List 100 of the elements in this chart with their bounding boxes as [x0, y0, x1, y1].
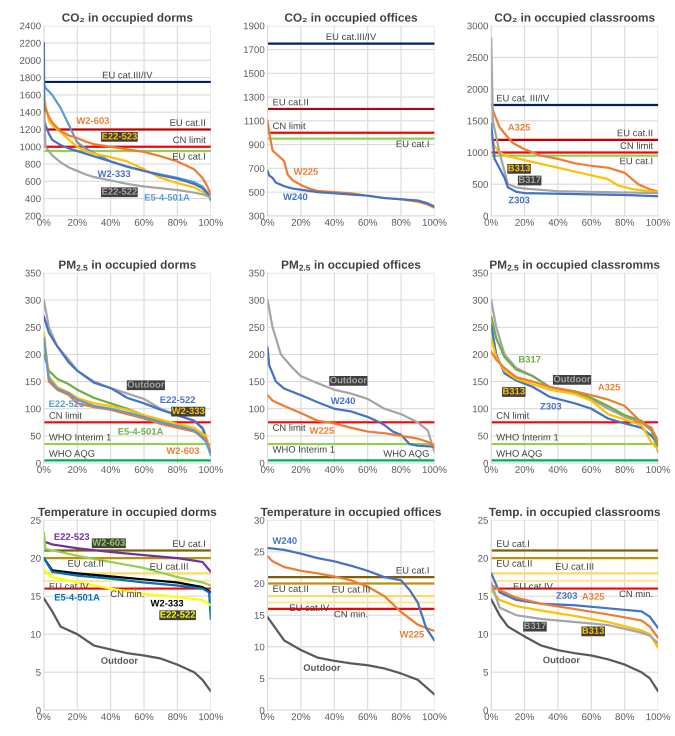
y-tick-label: 500 [248, 188, 264, 196]
y-tick-label: 300 [248, 296, 264, 304]
line-series [491, 37, 658, 194]
ref-line-label: WHO AQG [383, 450, 429, 459]
x-tick-label: 40% [548, 713, 568, 720]
y-tick-label: 700 [249, 165, 264, 172]
x-tick-label: 40% [324, 713, 344, 720]
x-tick-label: 80% [168, 713, 187, 720]
ref-line-label: CN min. [619, 590, 652, 598]
x-tick-label: 20% [68, 218, 87, 226]
x-tick-label: 0% [37, 713, 51, 720]
series-label: Outdoor [128, 380, 164, 388]
x-tick-label: 80% [392, 218, 410, 226]
y-tick-label: 350 [248, 270, 264, 277]
y-tick-label: 900 [249, 141, 264, 148]
ref-line-label: WHO Interim 1 [496, 434, 558, 441]
ref-line-label: EU cat.III [332, 586, 370, 593]
x-tick-label: 60% [358, 218, 378, 226]
x-tick-label: 60% [582, 466, 601, 473]
y-tick-label: 1000 [468, 149, 488, 156]
line-series [491, 350, 658, 442]
series-label: B313 [582, 627, 604, 634]
x-tick-label: 20% [292, 218, 310, 226]
ref-line-label: EU cat.II [273, 98, 308, 106]
x-tick-label: 100% [646, 713, 670, 720]
y-tick-label: 15 [31, 592, 41, 600]
x-tick-label: 80% [615, 218, 634, 226]
ref-line-label: EU cat.I [396, 567, 429, 574]
y-tick-label: 1500 [468, 118, 488, 124]
y-tick-label: 1700 [244, 46, 264, 54]
ref-line-label: CN limit [273, 424, 306, 431]
line-series [491, 122, 658, 198]
chart-title: Temperature in occupied dorms [38, 507, 216, 518]
line-series [268, 616, 434, 696]
line-series [491, 598, 658, 692]
series-label: B317 [524, 622, 546, 630]
x-tick-label: 60% [358, 466, 378, 473]
y-tick-label: 1900 [244, 22, 264, 30]
y-tick-label: 2000 [467, 86, 488, 93]
chart-title: PM$_{2.5}$ in occupied dorms [59, 260, 196, 272]
ref-line-label: EU cat.I [172, 153, 205, 160]
ref-line-label: CN limit [496, 412, 530, 419]
ref-line-label: EU cat.III/IV [102, 71, 152, 78]
x-tick-label: 20% [515, 218, 534, 226]
y-tick-label: 0 [260, 460, 264, 467]
series-label: E22-523 [102, 132, 137, 140]
y-tick-label: 300 [248, 212, 264, 220]
line-series [44, 42, 211, 200]
x-tick-label: 40% [548, 466, 568, 473]
y-tick-label: 5 [483, 669, 488, 676]
ref-line-label: WHO AQG [48, 450, 94, 459]
y-tick-label: 1500 [244, 70, 264, 77]
y-tick-label: 20 [254, 580, 264, 588]
y-tick-label: 2000 [20, 57, 41, 64]
x-tick-label: 60% [582, 713, 601, 720]
series-label: E22-522 [102, 188, 137, 195]
ref-line-label: EU cat.II [618, 130, 652, 136]
line-series [44, 540, 211, 573]
y-tick-label: 100 [472, 405, 488, 412]
series-label: A325 [582, 593, 604, 600]
x-tick-label: 80% [615, 713, 634, 720]
x-tick-label: 100% [422, 466, 447, 473]
y-tick-label: 30 [254, 516, 264, 524]
ref-line-label: EU cat. III/IV [496, 94, 550, 102]
x-tick-label: 0% [484, 713, 498, 720]
y-tick-label: 300 [25, 296, 41, 304]
y-tick-label: 250 [472, 324, 488, 331]
chart-title: Temp. in occupied classrooms [488, 507, 660, 518]
y-tick-label: 1300 [244, 94, 264, 101]
series-label: E5-4-501A [54, 594, 100, 601]
x-tick-label: 0% [484, 466, 498, 473]
ref-line-label: EU cat.I [620, 158, 652, 164]
y-tick-label: 1600 [20, 92, 41, 99]
y-tick-label: 0 [36, 460, 41, 467]
chart-title: PM$_{2.5}$ in occupied classromms [490, 260, 660, 272]
x-tick-label: 40% [324, 466, 344, 473]
x-tick-label: 100% [422, 218, 447, 226]
series-label: Outdoor [554, 375, 590, 382]
series-label: W225 [310, 427, 334, 434]
series-label: E22-522 [160, 611, 196, 618]
x-tick-label: 40% [101, 218, 120, 226]
y-tick-label: 350 [25, 270, 41, 277]
x-tick-label: 20% [292, 713, 310, 720]
y-tick-label: 1800 [20, 74, 41, 82]
ref-line-label: EU cat.I [496, 540, 529, 547]
line-series [491, 337, 658, 451]
ref-line-label: EU cat.II [496, 560, 532, 567]
x-tick-label: 0% [260, 466, 274, 473]
series-label: W240 [330, 397, 356, 404]
x-tick-label: 60% [134, 466, 154, 473]
x-tick-label: 80% [392, 466, 410, 473]
y-tick-label: 250 [25, 324, 41, 331]
y-tick-label: 200 [472, 351, 488, 358]
series-label: Z303 [556, 592, 578, 599]
series-label: E5-4-501A [118, 428, 164, 435]
x-tick-label: 20% [68, 713, 87, 720]
x-tick-label: 80% [392, 713, 410, 720]
x-tick-label: 0% [260, 218, 274, 226]
x-tick-label: 60% [134, 218, 154, 226]
y-tick-label: 250 [249, 324, 264, 331]
